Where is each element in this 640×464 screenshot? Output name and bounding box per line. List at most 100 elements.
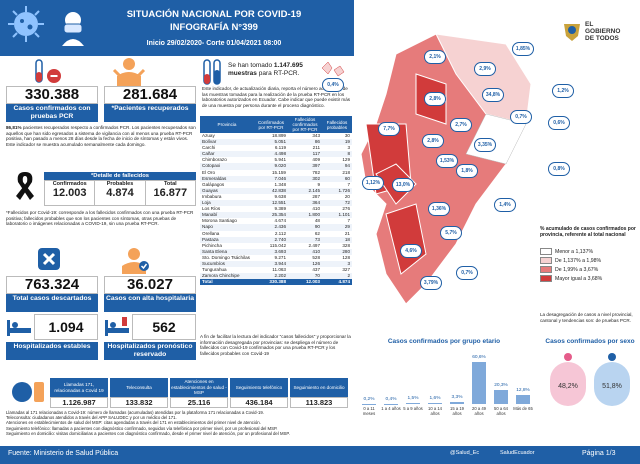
calls-metric-value: 113.823 xyxy=(290,397,348,408)
province-table: Provincia Confirmados por RT-PCR Falleci… xyxy=(200,116,352,286)
table-row: Pastaza 2.740 73 18 xyxy=(200,236,352,243)
table-row: El Oro 15.159 782 218 xyxy=(200,170,352,176)
table-cell: 1.101 xyxy=(322,212,352,219)
footer-social-facebook[interactable]: SaludEcuador xyxy=(500,450,535,456)
table-row: Pichincha 115.042 2.497 328 xyxy=(200,243,352,249)
table-cell: Azuay xyxy=(202,133,215,138)
table-row: Cañar 4.498 117 8 xyxy=(200,151,352,158)
table-cell: 4.674 xyxy=(274,218,287,224)
recovered-note: 86,81% pacientes recuperados respecto a … xyxy=(6,125,196,147)
table-row: Bolívar 5.051 86 19 xyxy=(200,139,352,146)
legend-swatch xyxy=(540,266,552,273)
age-chart: 0,2% 0 a 11 meses 0,4% 1 a 4 años 1,5% 5 a 9 … xyxy=(354,348,534,424)
calls-metric: Seguimiento en domicilio 113.823 xyxy=(290,378,348,408)
table-cell: 7 xyxy=(347,218,350,224)
table-row: Chimborazo 5.941 409 129 xyxy=(200,157,352,163)
table-total-row: Total 330.388 12.003 4.874 xyxy=(200,279,352,286)
table-cell: 62 xyxy=(314,230,320,236)
table-cell: 4.498 xyxy=(254,151,288,158)
table-cell: 364 xyxy=(288,200,322,207)
table-row: Carchi 6.119 211 3 xyxy=(200,145,352,151)
deaths-confirmed: Confirmados 12.003 xyxy=(52,181,87,199)
discarded-label: Total casos descartados xyxy=(6,294,98,312)
table-cell: 276 xyxy=(342,206,350,212)
table-cell: Total xyxy=(200,279,254,286)
map-province-badge: 0,4% xyxy=(322,78,344,92)
table-row: Zamora Chinchipe 2.202 70 2 xyxy=(200,273,352,280)
coat-of-arms-icon xyxy=(564,24,580,41)
map-province-badge: 2,9% xyxy=(474,62,496,76)
table-row: Sucumbíos 3.944 126 3 xyxy=(200,260,352,268)
table-cell: 19 xyxy=(322,139,352,146)
map-province-badge: 2,8% xyxy=(424,92,446,106)
calls-note-line: Seguimiento en domicilio: visitas domici… xyxy=(6,430,290,436)
legend-swatch xyxy=(540,257,552,264)
calls-row: Llamadas 171, relacionadas a Covid 19 1.1… xyxy=(50,378,350,408)
deaths-total: Total 16.877 xyxy=(144,181,195,205)
table-cell: 1.800 xyxy=(288,212,322,219)
table-cell: 9.389 xyxy=(274,206,287,212)
age-bar-label: 10 a 14 años xyxy=(428,406,442,416)
deaths-probable: Probables 4.874 xyxy=(94,181,144,205)
age-bar-value: 1,6% xyxy=(429,395,441,401)
table-cell: 20 xyxy=(344,193,350,199)
sex-chart: 48,2% 51,8% xyxy=(550,353,630,406)
page-subtitle: Inicio 29/02/2020- Corte 01/04/2021 08:0… xyxy=(146,40,282,47)
calls-metric-label: Teleconsulta xyxy=(110,378,168,397)
age-bar-value: 1,5% xyxy=(407,395,419,401)
table-cell: 12.003 xyxy=(288,279,322,286)
table-row: Napo 2.436 90 29 xyxy=(200,224,352,231)
map-province-badge: 1,53% xyxy=(436,154,458,168)
table-cell: 5.051 xyxy=(254,139,288,146)
table-cell: 7 xyxy=(347,181,350,187)
table-cell: Orellana xyxy=(202,230,220,236)
page-title: SITUACIÓN NACIONAL POR COVID-19 INFOGRAF… xyxy=(126,9,302,33)
age-bar-label: 5 a 9 años xyxy=(403,406,423,411)
legend-item: Mayor igual a 3,68% xyxy=(540,275,640,282)
table-header: Fallecidos probables xyxy=(322,116,352,133)
age-bar-value: 0,4% xyxy=(385,396,397,402)
table-cell: 11.063 xyxy=(272,267,286,273)
legend-swatch xyxy=(540,248,552,255)
table-cell: 3.693 xyxy=(254,248,288,255)
calls-note-line: Atenciones en establecimientos de salud … xyxy=(6,420,261,426)
legend-label: Mayor igual a 3,68% xyxy=(555,275,603,282)
table-cell: 18 xyxy=(322,236,352,243)
map-province-badge: 1,85% xyxy=(512,42,534,56)
age-bar xyxy=(428,402,442,404)
table-cell: Loja xyxy=(200,200,254,207)
galapagos-map xyxy=(321,61,345,77)
table-header: Confirmados por RT-PCR xyxy=(254,116,288,133)
table-header-row: Provincia Confirmados por RT-PCR Falleci… xyxy=(200,116,352,133)
age-chart-title: Casos confirmados por grupo etario xyxy=(387,338,501,345)
map-province-badge: 0,7% xyxy=(456,266,478,280)
age-bar-label: 50 a 64 años xyxy=(494,406,508,416)
table-cell: 9 xyxy=(317,181,320,187)
ribbon-icon xyxy=(16,172,34,200)
calls-metric-value: 133.832 xyxy=(110,397,168,408)
table-row: Guayas 42.838 2.145 1.726 xyxy=(200,187,352,194)
table-row: Loja 12.551 364 72 xyxy=(200,200,352,207)
table-cell: 70 xyxy=(288,273,322,280)
map-province-badge: 0,8% xyxy=(548,162,570,176)
table-note: A fin de facilitar la lectura del indica… xyxy=(200,334,351,356)
table-cell: 2.740 xyxy=(254,236,288,243)
table-row: Imbabura 9.638 287 20 xyxy=(200,194,352,200)
table-cell: 94 xyxy=(322,163,352,170)
age-bar-value: 20,3% xyxy=(494,383,508,389)
table-cell: 2.497 xyxy=(308,242,321,248)
table-row: Sto. Domingo Tsáchilas 9.271 528 128 xyxy=(200,255,352,261)
table-cell: 73 xyxy=(288,236,322,243)
footer-social-twitter[interactable]: @Salud_Ec xyxy=(450,450,480,456)
male-value: 51,8% xyxy=(602,383,622,390)
samples-summary: Se han tomado 1.147.695 muestras para RT… xyxy=(228,62,303,77)
table-cell: El Oro xyxy=(202,169,216,175)
table-cell: Zamora Chinchipe xyxy=(200,273,254,280)
table-cell: 9.020 xyxy=(254,163,288,170)
table-cell: Manabí xyxy=(200,212,254,219)
age-bar-label: 1 a 4 años xyxy=(381,406,401,411)
table-cell: Carchi xyxy=(202,145,216,151)
stable-label: Hospitalizados estables xyxy=(6,342,98,360)
map-note: La desagregación de casos a nivel provin… xyxy=(540,312,633,323)
table-cell: 3 xyxy=(347,145,350,151)
